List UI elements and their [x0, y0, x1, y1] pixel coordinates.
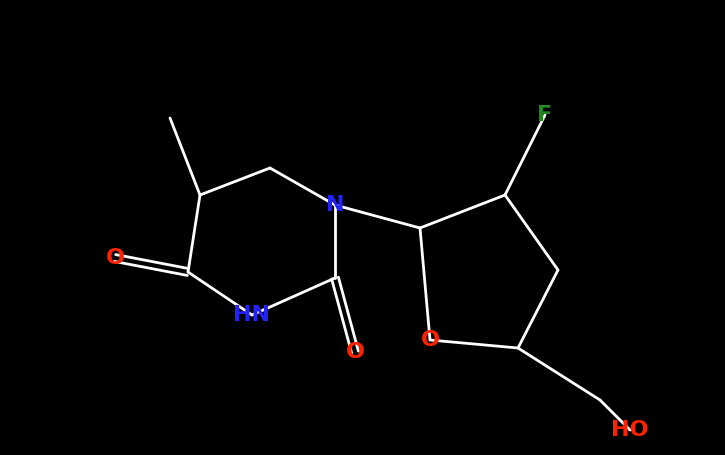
Text: N: N: [326, 195, 344, 215]
Text: HO: HO: [611, 420, 649, 440]
Text: O: O: [420, 330, 439, 350]
Text: O: O: [346, 342, 365, 362]
Text: F: F: [537, 105, 552, 125]
Text: HN: HN: [233, 305, 270, 325]
Text: O: O: [106, 248, 125, 268]
